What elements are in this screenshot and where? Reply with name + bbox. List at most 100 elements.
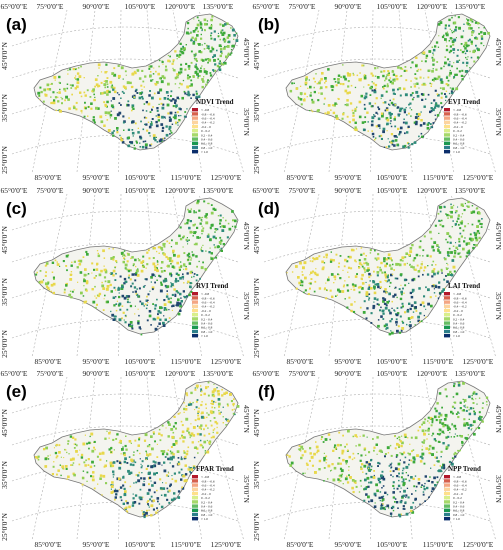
trend-pixel: [213, 417, 216, 419]
trend-pixel: [163, 315, 165, 317]
trend-pixel: [104, 270, 108, 274]
trend-pixel: [93, 98, 96, 102]
trend-pixel: [475, 244, 478, 247]
trend-pixel: [174, 50, 177, 53]
trend-pixel: [105, 482, 108, 485]
trend-pixel: [399, 76, 401, 78]
trend-pixel: [445, 436, 448, 439]
trend-pixel: [141, 145, 145, 149]
trend-pixel: [194, 58, 198, 61]
trend-pixel: [460, 222, 463, 225]
trend-pixel: [136, 92, 139, 94]
trend-pixel: [195, 90, 198, 93]
trend-pixel: [118, 76, 120, 79]
trend-pixel: [163, 303, 167, 306]
trend-pixel: [377, 67, 379, 69]
trend-pixel: [122, 85, 126, 88]
trend-pixel: [48, 288, 51, 291]
trend-pixel: [204, 452, 207, 454]
legend-label: 0 - 0.2: [453, 496, 462, 500]
trend-pixel: [409, 327, 411, 329]
trend-pixel: [131, 504, 135, 507]
trend-pixel: [166, 290, 168, 292]
trend-pixel: [386, 280, 389, 283]
trend-pixel: [476, 56, 480, 59]
trend-pixel: [363, 499, 366, 502]
trend-pixel: [169, 111, 173, 115]
trend-pixel: [209, 226, 212, 229]
trend-pixel: [37, 455, 40, 458]
trend-pixel: [137, 320, 140, 323]
longitude-label-bottom: 105°0'0"E: [125, 540, 156, 549]
trend-pixel: [464, 237, 466, 239]
longitude-label-top: 65°0'0"E: [1, 186, 28, 195]
trend-pixel: [463, 50, 465, 52]
trend-pixel: [427, 255, 429, 257]
trend-pixel: [481, 407, 484, 409]
trend-pixel: [143, 439, 147, 442]
trend-pixel: [50, 283, 54, 287]
trend-pixel: [150, 435, 153, 438]
trend-pixel: [93, 268, 96, 271]
trend-pixel: [213, 70, 215, 73]
trend-pixel: [447, 63, 451, 67]
trend-pixel: [201, 28, 203, 30]
trend-pixel: [169, 272, 172, 276]
trend-pixel: [304, 81, 308, 85]
trend-pixel: [207, 413, 210, 416]
longitude-label-top: 135°0'0"E: [203, 186, 234, 195]
trend-pixel: [126, 260, 129, 263]
trend-pixel: [196, 399, 199, 401]
trend-pixel: [367, 121, 369, 123]
trend-pixel: [449, 37, 452, 40]
trend-pixel: [142, 265, 145, 268]
trend-pixel: [219, 236, 222, 239]
trend-pixel: [402, 305, 404, 308]
trend-pixel: [361, 287, 364, 290]
trend-pixel: [113, 489, 117, 493]
trend-pixel: [415, 310, 418, 312]
trend-pixel: [95, 306, 97, 309]
trend-pixel: [151, 484, 154, 487]
legend-swatch: [192, 512, 198, 517]
trend-pixel: [227, 40, 231, 44]
trend-pixel: [460, 74, 463, 77]
trend-pixel: [373, 505, 377, 508]
trend-pixel: [323, 97, 326, 100]
trend-pixel: [158, 428, 161, 431]
trend-pixel: [448, 92, 451, 95]
trend-pixel: [408, 253, 411, 257]
trend-pixel: [430, 304, 433, 308]
trend-pixel: [204, 29, 206, 31]
trend-pixel: [392, 263, 394, 266]
trend-pixel: [443, 432, 445, 434]
panel-letter: (a): [6, 15, 27, 34]
trend-pixel: [409, 291, 412, 295]
trend-pixel: [467, 250, 471, 253]
trend-pixel: [389, 77, 392, 79]
trend-pixel: [423, 235, 426, 238]
trend-pixel: [459, 407, 462, 410]
trend-pixel: [114, 496, 117, 499]
legend-label: -0.6 - -0.4: [453, 117, 467, 121]
trend-pixel: [123, 257, 125, 260]
trend-pixel: [448, 247, 451, 250]
trend-pixel: [210, 24, 213, 27]
legend-label: < -0.8: [453, 475, 461, 479]
trend-pixel: [303, 98, 306, 102]
trend-pixel: [472, 392, 475, 395]
trend-pixel: [427, 416, 430, 419]
trend-pixel: [188, 210, 191, 213]
trend-pixel: [445, 267, 447, 269]
trend-pixel: [142, 255, 145, 258]
trend-pixel: [186, 450, 189, 453]
trend-pixel: [187, 91, 190, 94]
trend-pixel: [369, 280, 371, 282]
trend-pixel: [101, 284, 105, 288]
trend-pixel: [172, 67, 174, 69]
trend-pixel: [415, 113, 418, 116]
trend-pixel: [454, 433, 456, 435]
trend-pixel: [149, 111, 152, 113]
trend-pixel: [49, 83, 51, 85]
trend-pixel: [447, 273, 450, 276]
